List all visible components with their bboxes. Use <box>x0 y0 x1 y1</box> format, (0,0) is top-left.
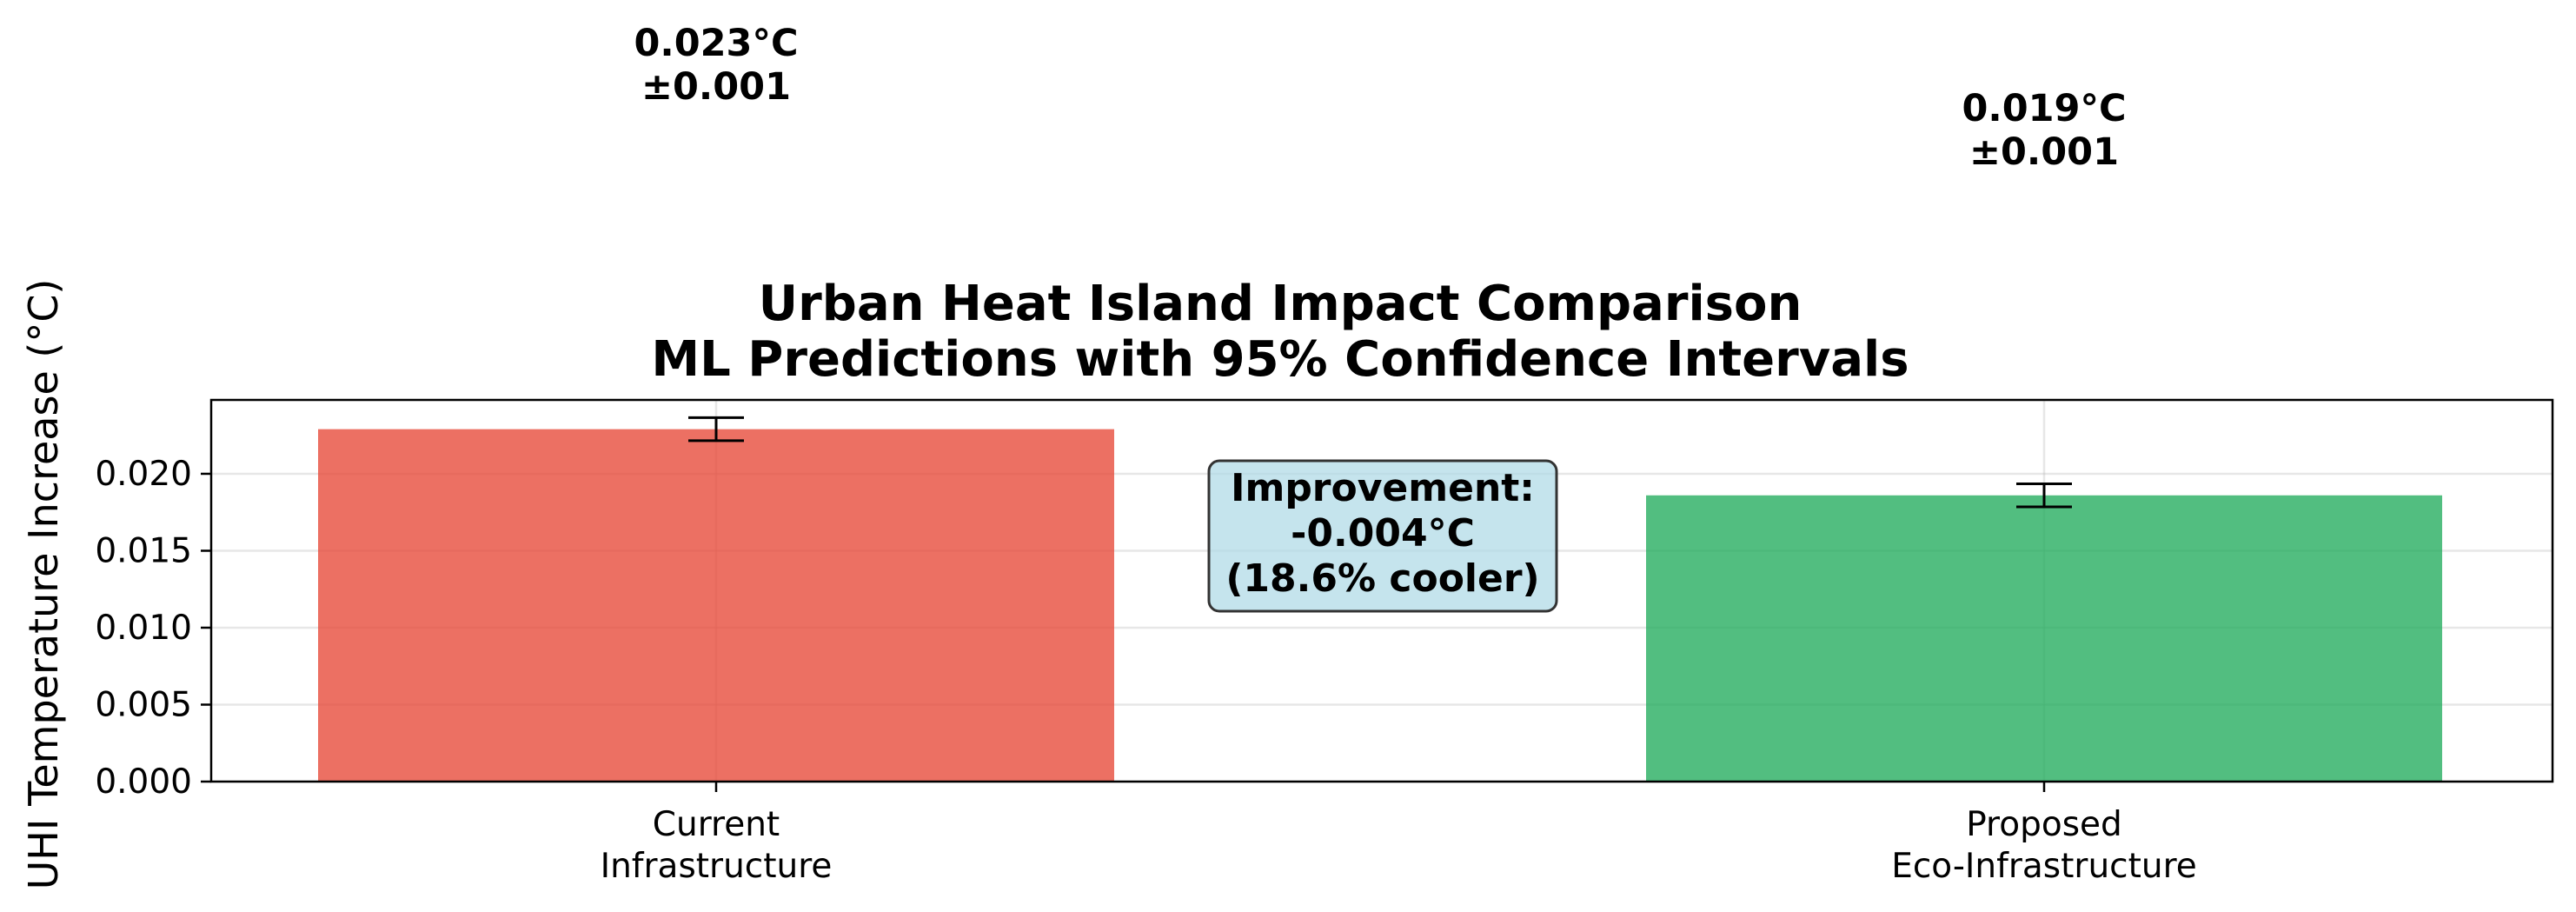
bar-label-current-value: 0.023°C <box>634 22 798 65</box>
chart-title: Urban Heat Island Impact Comparison <box>759 276 1803 332</box>
y-tick-label: 0.005 <box>95 685 192 724</box>
y-tick-label: 0.000 <box>95 762 192 802</box>
plot-frame <box>209 398 2554 783</box>
chart-subtitle: ML Predictions with 95% Confidence Inter… <box>651 331 1909 388</box>
y-tick-label: 0.020 <box>95 455 192 494</box>
y-axis-ticks: 0.000 0.005 0.010 0.015 0.020 <box>95 455 211 802</box>
x-tick-label-line1: Current <box>653 805 780 844</box>
bar-current-infrastructure <box>318 429 1114 782</box>
bar-label-proposed-value: 0.019°C <box>1962 87 2126 130</box>
bars <box>318 429 2442 782</box>
y-tick-label: 0.015 <box>95 531 192 570</box>
y-axis-label: UHI Temperature Increase (°C) <box>20 279 67 890</box>
x-tick-label-line2: Infrastructure <box>601 847 833 886</box>
annotation-delta: -0.004°C <box>1291 511 1475 556</box>
bar-label-proposed-error: ±0.001 <box>1969 130 2119 174</box>
annotation-percent: (18.6% cooler) <box>1225 556 1539 601</box>
x-tick-label-line2: Eco-Infrastructure <box>1891 847 2197 886</box>
annotation-title: Improvement: <box>1231 466 1535 510</box>
bar-proposed-eco-infrastructure <box>1646 495 2442 782</box>
improvement-annotation: Improvement: -0.004°C (18.6% cooler) <box>1207 459 1558 613</box>
annotation-box <box>1207 459 1558 613</box>
y-tick-label: 0.010 <box>95 609 192 648</box>
x-tick-label-line1: Proposed <box>1966 805 2122 844</box>
bar-label-current-error: ±0.001 <box>641 65 791 109</box>
error-bars <box>688 416 2072 509</box>
